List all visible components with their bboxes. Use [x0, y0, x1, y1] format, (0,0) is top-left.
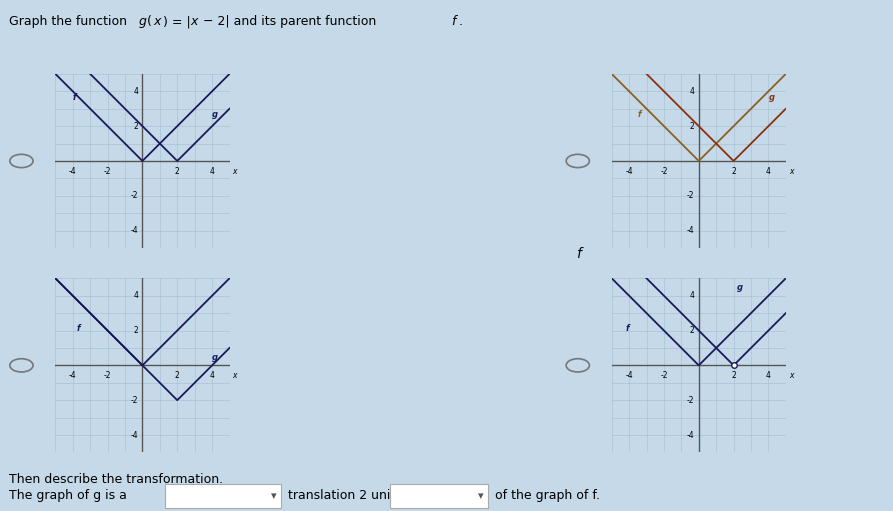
Text: 4: 4	[210, 167, 214, 176]
Text: -4: -4	[130, 431, 138, 439]
Text: x: x	[232, 371, 237, 381]
Text: 2: 2	[731, 167, 736, 176]
Text: g: g	[213, 353, 218, 362]
Text: x: x	[190, 15, 197, 28]
Text: -2: -2	[660, 167, 668, 176]
Text: -2: -2	[104, 371, 112, 381]
Text: x: x	[789, 167, 793, 176]
Text: -4: -4	[625, 371, 633, 381]
Text: -4: -4	[625, 167, 633, 176]
Text: f: f	[576, 247, 580, 261]
Text: 2: 2	[731, 371, 736, 381]
Text: x: x	[232, 167, 237, 176]
Text: -2: -2	[130, 396, 138, 405]
Text: f: f	[638, 110, 641, 120]
Text: -2: -2	[687, 396, 695, 405]
Text: 4: 4	[689, 291, 695, 300]
Text: f: f	[451, 15, 455, 28]
Text: g: g	[768, 93, 774, 102]
Text: x: x	[789, 371, 793, 381]
Text: -2: -2	[687, 191, 695, 200]
Text: Then describe the transformation.: Then describe the transformation.	[9, 473, 223, 485]
Text: 4: 4	[133, 87, 138, 96]
Text: 4: 4	[766, 371, 771, 381]
Text: -2: -2	[130, 191, 138, 200]
Text: x: x	[154, 15, 161, 28]
Text: of the graph of f.: of the graph of f.	[495, 489, 600, 502]
Text: 2: 2	[175, 167, 179, 176]
Text: -4: -4	[69, 167, 77, 176]
Text: -4: -4	[130, 226, 138, 235]
Text: ▾: ▾	[478, 491, 483, 501]
Text: f: f	[626, 323, 630, 333]
Text: g: g	[213, 110, 218, 120]
Text: -4: -4	[687, 226, 695, 235]
Text: 2: 2	[133, 122, 138, 131]
Text: Graph the function: Graph the function	[9, 15, 131, 28]
Text: (: (	[147, 15, 152, 28]
Text: ) = |: ) = |	[163, 15, 190, 28]
Text: − 2| and its parent function: − 2| and its parent function	[199, 15, 380, 28]
Text: 2: 2	[133, 326, 138, 335]
Text: f: f	[72, 93, 77, 102]
Text: -4: -4	[69, 371, 77, 381]
Text: f: f	[76, 323, 79, 333]
Text: 4: 4	[210, 371, 214, 381]
Text: -2: -2	[104, 167, 112, 176]
Text: 2: 2	[689, 326, 695, 335]
Text: 4: 4	[133, 291, 138, 300]
Text: .: .	[459, 15, 463, 28]
Text: g: g	[737, 284, 743, 292]
Text: 4: 4	[689, 87, 695, 96]
Text: -2: -2	[660, 371, 668, 381]
Text: 4: 4	[766, 167, 771, 176]
Text: 2: 2	[175, 371, 179, 381]
Text: -4: -4	[687, 431, 695, 439]
Text: The graph of g is a: The graph of g is a	[9, 489, 127, 502]
Text: ▾: ▾	[271, 491, 276, 501]
Text: 2: 2	[689, 122, 695, 131]
Text: g: g	[138, 15, 146, 28]
Text: translation 2 units: translation 2 units	[288, 489, 401, 502]
